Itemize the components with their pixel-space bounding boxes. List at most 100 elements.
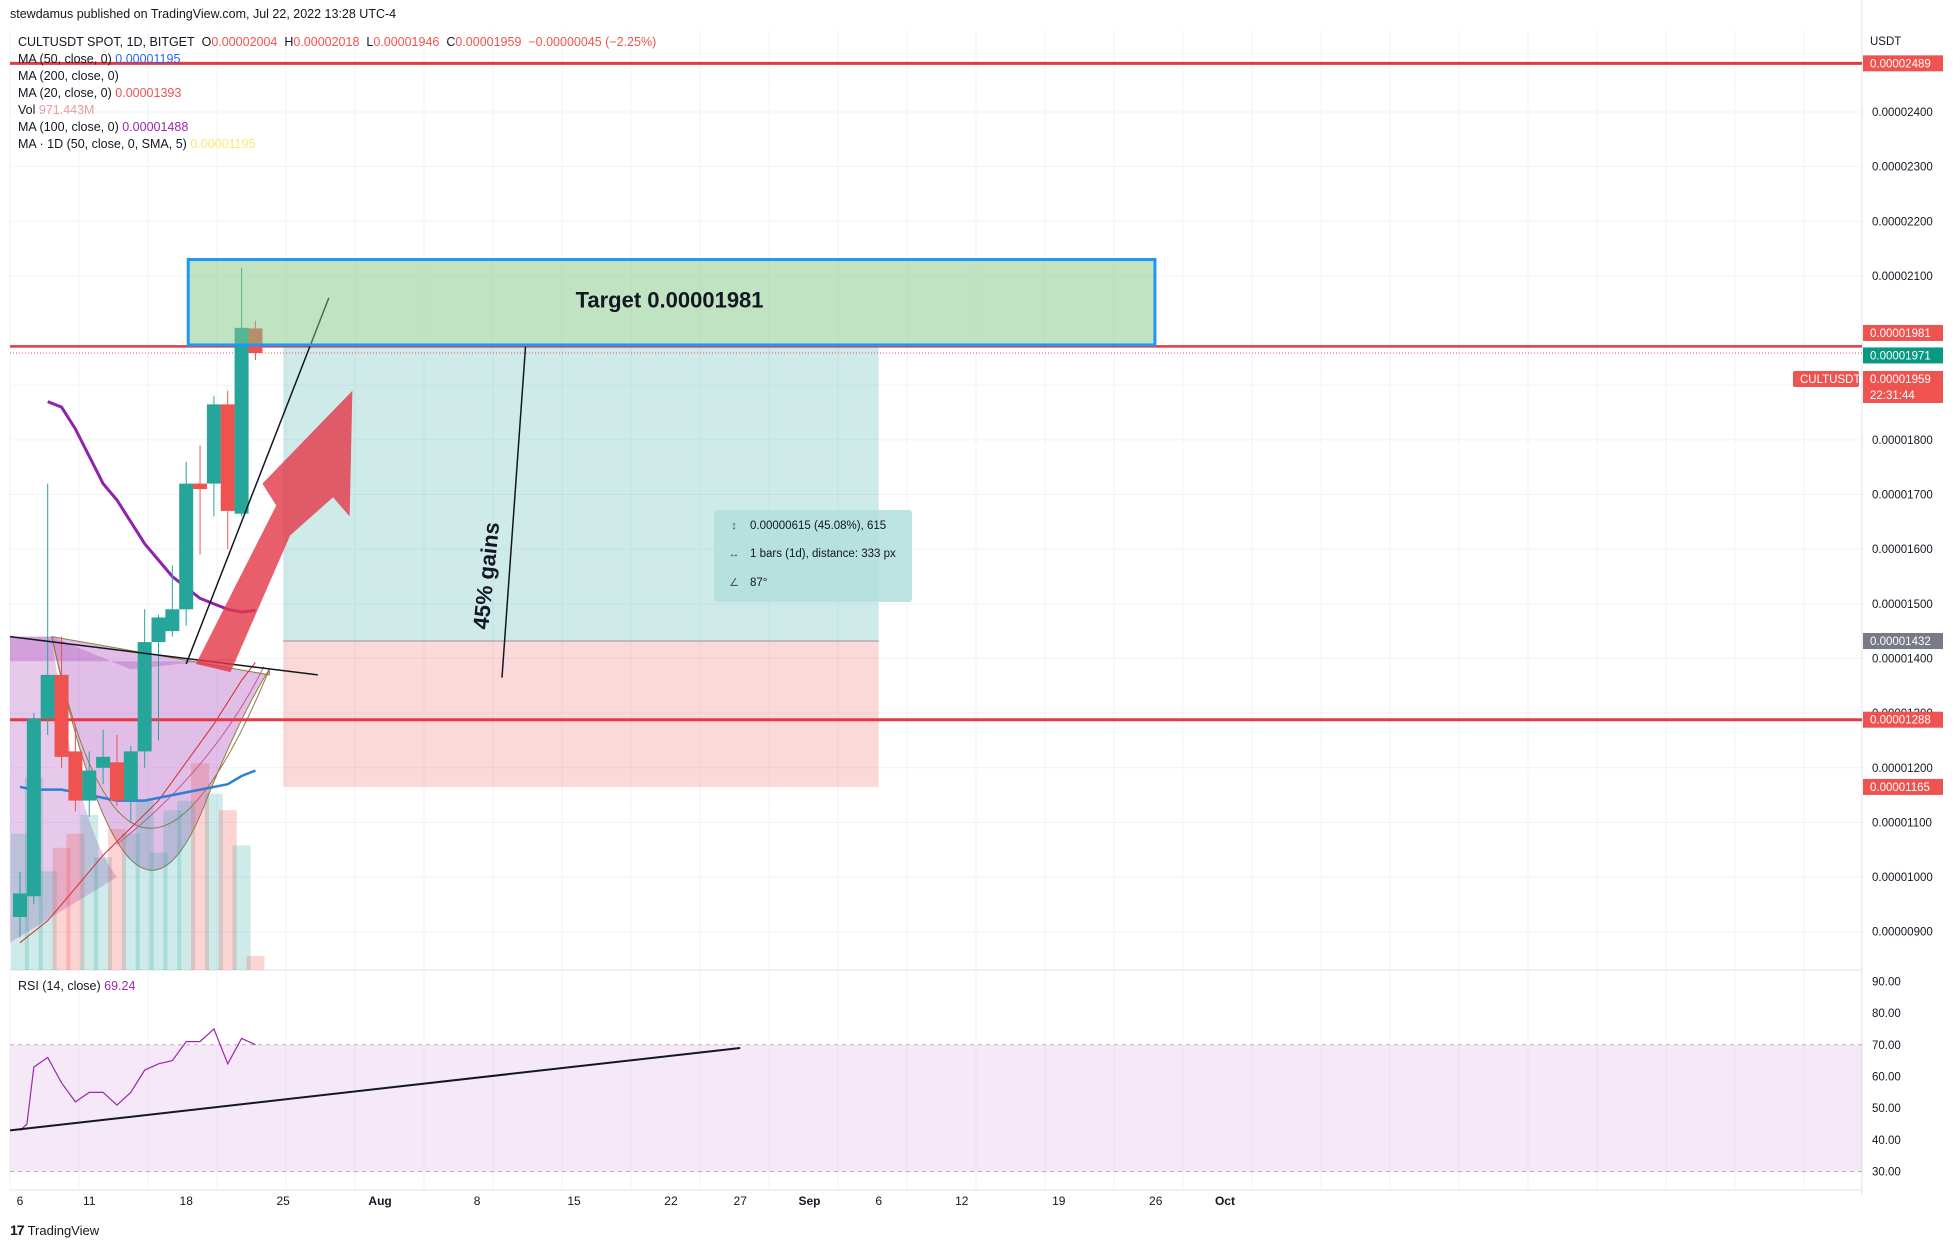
- price-tick-label: 0.00001700: [1872, 490, 1933, 502]
- price-tag: [1863, 711, 1943, 728]
- time-tick-label: 19: [1052, 1194, 1066, 1208]
- price-tag: [1863, 370, 1943, 403]
- indicator-ma50[interactable]: MA (50, close, 0) 0.00001195: [18, 52, 181, 66]
- price-tag-label: 0.00001981: [1870, 328, 1931, 340]
- time-tick-label: 11: [83, 1194, 96, 1208]
- rsi-tick-label: 50.00: [1872, 1103, 1901, 1115]
- candle-body: [193, 483, 208, 490]
- candle-body: [54, 674, 69, 757]
- volume-bar: [246, 955, 265, 970]
- candle-body: [13, 893, 27, 917]
- tooltip-line2: 1 bars (1d), distance: 333 px: [750, 548, 896, 560]
- price-tick-label: 0.00002300: [1872, 162, 1933, 174]
- target-label: Target 0.00001981: [576, 287, 764, 312]
- candle-body: [220, 404, 235, 511]
- rsi-tick-label: 60.00: [1872, 1072, 1901, 1084]
- currency-label: USDT: [1870, 36, 1901, 48]
- candle-body: [123, 751, 138, 801]
- price-tick-label: 0.00001500: [1872, 599, 1933, 611]
- high-value: 0.00002018: [293, 35, 360, 49]
- ohlc-legend: CULTUSDT SPOT, 1D, BITGET O0.00002004 H0…: [18, 34, 656, 51]
- tradingview-brand: TradingView: [27, 1222, 100, 1238]
- volume-bar: [121, 833, 140, 970]
- candle-body: [206, 404, 221, 484]
- time-tick-label: 12: [955, 1194, 969, 1208]
- candle-body: [26, 718, 41, 897]
- price-tag: [1863, 347, 1943, 364]
- candle-body: [96, 756, 111, 768]
- price-tick-label: 0.00001100: [1872, 817, 1932, 829]
- volume-bar: [135, 800, 154, 970]
- price-axis: USDT 0.00002400 0.00002300 0.00002200 0.0000…: [1793, 36, 1943, 1179]
- tooltip-line1: 0.00000615 (45.08%), 615: [750, 520, 887, 532]
- time-tick-label: 22: [664, 1194, 678, 1208]
- price-tag-label: 0.00002489: [1870, 58, 1931, 70]
- close-value: 0.00001959: [455, 35, 522, 49]
- price-tag: [1863, 778, 1943, 795]
- rsi-band: [10, 1044, 1862, 1172]
- measure-tooltip: ↕ 0.00000615 (45.08%), 615 ↔ 1 bars (1d), …: [714, 510, 912, 602]
- time-axis: 6 11 18 25 Aug 8 15 22 27 Sep 6 12 19 26 Oct: [17, 1194, 1235, 1208]
- indicator-vol[interactable]: Vol 971.443M: [18, 103, 95, 117]
- symbol-tag-label: CULTUSDT: [1800, 374, 1860, 386]
- close-label: C: [446, 35, 456, 49]
- volume-bar: [94, 857, 113, 970]
- volume-bar: [66, 833, 85, 970]
- rsi-trendline: [9, 1046, 741, 1132]
- volume-bar: [232, 845, 251, 970]
- time-tick-label: 8: [474, 1194, 481, 1208]
- candle-body: [137, 642, 152, 752]
- volume-bar: [204, 793, 223, 970]
- tradingview-logo-icon: 17: [10, 1222, 25, 1238]
- candle-body: [109, 762, 124, 801]
- volume-bar: [177, 800, 196, 970]
- volume-bar: [107, 829, 126, 970]
- time-tick-label: 18: [180, 1194, 194, 1208]
- ma20-line: [19, 662, 256, 944]
- bullish-arrow-shape: [195, 390, 353, 673]
- indicator-ma-1d[interactable]: MA · 1D (50, close, 0, SMA, 5) 0.0000119…: [18, 137, 256, 151]
- bar-range-icon: ↔: [728, 548, 740, 560]
- price-tag-label: 0.00001971: [1870, 350, 1931, 362]
- rsi-tick-label: 30.00: [1872, 1167, 1901, 1179]
- time-tick-label: 6: [875, 1194, 882, 1208]
- target-box: [186, 258, 1157, 347]
- time-tick-label: 26: [1149, 1194, 1163, 1208]
- price-tick-label: 0.00000900: [1872, 927, 1933, 939]
- angle-icon: ∠: [729, 577, 739, 589]
- indicator-ma200[interactable]: MA (200, close, 0): [18, 69, 119, 83]
- volume-bars: [11, 763, 265, 970]
- volume-bar: [218, 810, 237, 970]
- price-tick-label: 0.00001600: [1872, 544, 1933, 556]
- candle-body: [234, 327, 249, 514]
- tooltip-line3: 87°: [750, 576, 768, 589]
- volume-bar: [52, 847, 71, 970]
- volume-bar: [149, 852, 168, 970]
- price-tick-label: 0.00001000: [1872, 872, 1933, 884]
- long-stop-zone: [283, 641, 879, 787]
- price-tag-label: 0.00001165: [1870, 782, 1930, 794]
- rsi-tick-label: 70.00: [1872, 1040, 1901, 1052]
- rsi-line: [19, 1027, 256, 1131]
- candle-body: [151, 617, 166, 643]
- descending-trendline: [9, 635, 318, 676]
- candle-body: [40, 674, 55, 719]
- price-tag-label: 0.00001432: [1870, 636, 1931, 648]
- ma100-line: [47, 400, 256, 614]
- time-tick-label: 15: [567, 1194, 581, 1208]
- indicator-ma20[interactable]: MA (20, close, 0) 0.00001393: [18, 86, 182, 100]
- volume-bar: [163, 810, 182, 970]
- cup-rim-shape: [10, 636, 242, 670]
- indicator-ma100[interactable]: MA (100, close, 0) 0.00001488: [18, 120, 189, 134]
- time-tick-label: 25: [276, 1194, 290, 1208]
- change-value: −0.00000045 (−2.25%): [528, 35, 657, 49]
- rsi-legend: RSI (14, close) 69.24: [18, 979, 135, 993]
- time-tick-label: 6: [17, 1194, 24, 1208]
- grid-lines: [9, 30, 1862, 1190]
- volume-bar: [80, 814, 99, 970]
- open-value: 0.00002004: [211, 35, 278, 49]
- candle-body: [68, 751, 83, 801]
- symbol-label[interactable]: CULTUSDT SPOT, 1D, BITGET: [18, 35, 195, 49]
- tradingview-footer[interactable]: 17 TradingView: [10, 1222, 99, 1238]
